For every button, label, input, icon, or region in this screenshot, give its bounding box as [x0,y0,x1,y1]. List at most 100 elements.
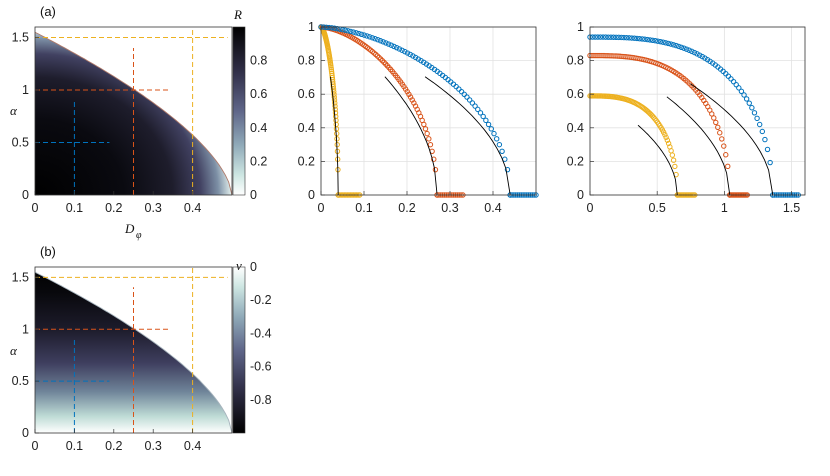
data-point-blue [665,40,672,47]
data-point-blue [642,36,648,42]
data-point-blue [660,39,666,45]
theory-line-orange [384,76,438,196]
x-tick-label: 0.1 [355,201,372,215]
colorbar-tick-label: -0.2 [250,293,272,307]
data-point-blue [621,34,627,41]
panel-b-colorbar-ticks: 0 -0.2 -0.4 -0.6 -0.8 [250,260,272,407]
data-point-blue [683,46,690,52]
theory-line-blue [424,76,511,196]
panel-a-frame [34,26,233,196]
data-point-yellow [328,64,334,71]
data-point-yellow [330,81,336,87]
y-tick-label: 0 [22,426,29,440]
data-point-blue [639,36,645,42]
data-point-blue [388,42,394,48]
y-tick-label: 0.4 [567,121,584,135]
data-point-yellow [669,152,676,158]
data-point-blue [691,49,698,56]
data-point-blue [649,37,656,43]
y-tick-label: 0.4 [298,121,315,135]
data-point-blue [391,43,397,50]
data-point-orange [725,163,731,170]
colorbar-tick-label: 0.2 [250,154,267,168]
data-point-blue [358,31,365,38]
panel-a-colorbar-ticks: 0 0.2 0.4 0.6 0.8 [250,54,267,202]
data-point-blue [493,136,500,142]
colorbar-tick-label: -0.4 [250,326,272,340]
data-point-blue [342,27,349,33]
data-point-blue [402,48,408,55]
y-tick-label: 0.8 [298,54,315,68]
panel-a-xlabel-sub: φ [136,230,142,241]
data-point-blue [608,34,614,40]
data-point-blue [657,38,664,45]
data-point-blue [334,25,340,32]
y-tick-label: 0.2 [298,154,315,168]
data-point-blue [636,35,643,42]
x-tick-label: 0.2 [105,439,122,453]
x-tick-label: 0.2 [398,201,415,215]
data-point-blue [605,34,611,40]
data-point-orange [717,130,723,136]
data-point-blue [756,121,763,128]
data-point-blue [634,35,640,42]
panel-b-colorbar [232,266,246,434]
data-point-blue [631,35,638,41]
data-point-blue [472,103,478,109]
data-point-blue [350,29,357,35]
panel-b-label: (b) [40,244,56,259]
data-point-blue [404,50,411,56]
panel-d-series [587,34,801,198]
data-point-blue [668,41,674,47]
panel-d-frame [589,26,806,196]
data-point-orange [723,152,729,158]
data-point-blue [399,47,405,53]
data-point-blue [353,30,359,36]
x-tick-label: 1 [721,201,728,215]
data-point-blue [610,34,617,40]
panel-b-ticks: 0 0.1 0.2 0.3 0.4 0 0.5 1 1.5 [12,270,202,453]
x-tick-label: 0.3 [145,201,162,215]
y-tick-label: 0.5 [12,136,29,150]
data-point-blue [623,35,630,41]
data-point-blue [393,44,400,51]
data-point-blue [329,25,335,31]
panel-a-ticks: 0 0.1 0.2 0.3 0.4 0 0.5 1 1.5 [12,31,202,216]
theory-line-orange [666,96,731,196]
data-point-blue [613,34,619,41]
data-point-orange [432,166,439,173]
panel-d-bg [590,27,805,195]
panel-d: 0 0.5 1 1.5 0 0.2 0.4 0.6 0.8 1 [567,20,806,215]
panel-a-guides [35,27,228,195]
data-point-blue [480,113,486,120]
colorbar-tick-label: -0.8 [250,393,272,407]
x-tick-label: 0 [32,201,39,215]
y-tick-label: 0 [577,188,584,202]
data-point-blue [673,42,679,49]
data-point-blue [618,34,625,41]
data-point-blue [699,53,705,60]
x-tick-label: 0.4 [184,201,201,215]
x-tick-label: 0.1 [66,201,83,215]
panel-a-label: (a) [40,4,56,19]
data-point-blue [741,92,747,98]
y-tick-label: 0.2 [567,154,584,168]
x-tick-label: 0 [32,439,39,453]
colorbar-tick-label: 0.6 [250,87,267,101]
panel-b-frame [34,266,233,434]
data-point-blue [396,46,403,52]
data-point-yellow [663,134,669,141]
data-point-blue [372,36,378,42]
data-point-orange [422,126,429,132]
data-point-orange [709,111,715,117]
data-point-blue [595,34,601,40]
data-point-blue [647,37,653,43]
data-point-yellow [670,157,677,163]
data-point-blue [469,100,476,106]
data-point-blue [491,130,497,137]
data-point-blue [749,105,755,111]
data-point-blue [369,35,376,41]
data-point-blue [652,38,658,44]
x-tick-label: 0.4 [184,439,201,453]
data-point-yellow [332,100,338,106]
